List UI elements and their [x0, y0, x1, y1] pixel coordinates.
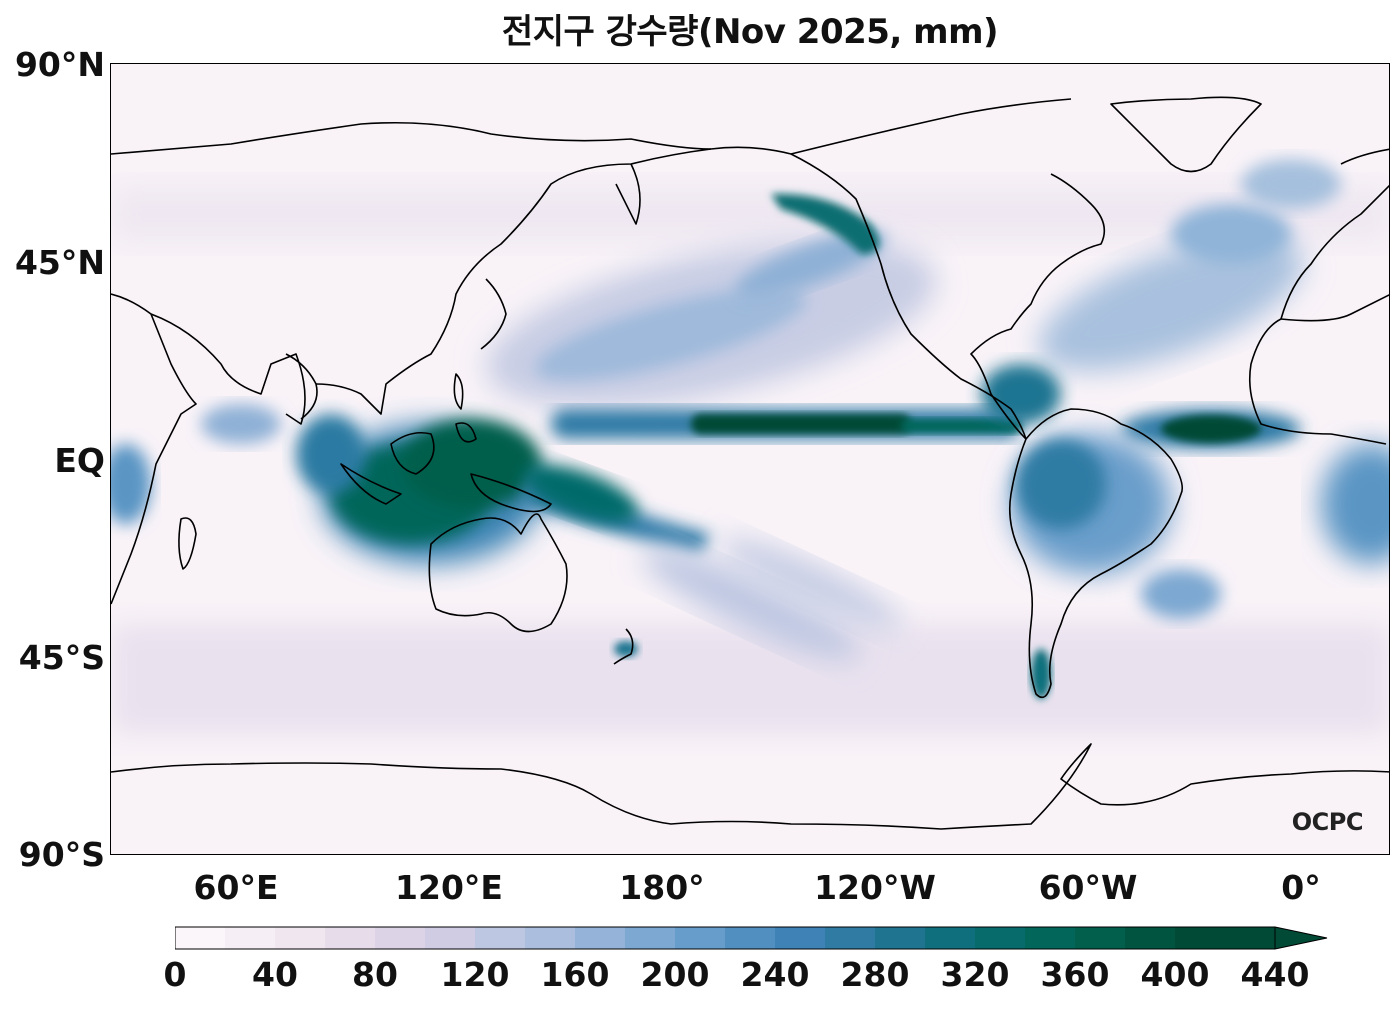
- colorbar-segment: [475, 927, 526, 949]
- colorbar-segment: [325, 927, 376, 949]
- colorbar-tick-label: 200: [640, 955, 710, 994]
- colorbar: [175, 926, 1328, 950]
- lon-label-60e: 60°E: [193, 868, 279, 907]
- ocpc-logo: OCPC: [1291, 808, 1364, 836]
- colorbar-segment: [1125, 927, 1176, 949]
- colorbar-segment: [1075, 927, 1126, 949]
- map-panel: OCPC: [110, 63, 1390, 855]
- lon-label-120w: 120°W: [814, 868, 936, 907]
- colorbar-tick-label: 240: [740, 955, 810, 994]
- colorbar-segment: [775, 927, 826, 949]
- colorbar-segment: [825, 927, 876, 949]
- colorbar-tick-label: 160: [540, 955, 610, 994]
- colorbar-tick-label: 440: [1240, 955, 1310, 994]
- colorbar-segment: [725, 927, 776, 949]
- colorbar-tick-label: 360: [1040, 955, 1110, 994]
- colorbar-segment: [175, 927, 226, 949]
- colorbar-tick-label: 320: [940, 955, 1010, 994]
- lat-label-45s: 45°S: [18, 638, 105, 677]
- precip-field: [111, 64, 1389, 854]
- colorbar-tick-label: 80: [352, 955, 398, 994]
- lat-label-90n: 90°N: [14, 45, 105, 84]
- colorbar-segment: [625, 927, 676, 949]
- colorbar-segment: [225, 927, 276, 949]
- colorbar-segment: [275, 927, 326, 949]
- colorbar-segment: [1225, 927, 1276, 949]
- colorbar-segment: [375, 927, 426, 949]
- precipitation-map: [111, 64, 1389, 854]
- coastlines: [111, 96, 1389, 830]
- colorbar-segment: [1025, 927, 1076, 949]
- colorbar-segment: [425, 927, 476, 949]
- lat-label-45n: 45°N: [14, 243, 105, 282]
- colorbar-segment: [525, 927, 576, 949]
- colorbar-extend-arrow: [1274, 926, 1328, 950]
- colorbar-segment: [875, 927, 926, 949]
- map-title: 전지구 강수량(Nov 2025, mm): [501, 12, 999, 52]
- lon-label-120e: 120°E: [395, 868, 503, 907]
- colorbar-tick-label: 280: [840, 955, 910, 994]
- lat-label-90s: 90°S: [18, 835, 105, 874]
- colorbar-segment: [925, 927, 976, 949]
- colorbar-segment: [1175, 927, 1226, 949]
- colorbar-segment: [675, 927, 726, 949]
- lat-label-eq: EQ: [54, 441, 105, 480]
- colorbar-segment: [575, 927, 626, 949]
- colorbar-tick-label: 40: [252, 955, 298, 994]
- colorbar-tick-label: 0: [163, 955, 187, 994]
- lon-label-180: 180°: [619, 868, 705, 907]
- colorbar-tick-label: 400: [1140, 955, 1210, 994]
- colorbar-segment: [975, 927, 1026, 949]
- colorbar-tick-label: 120: [440, 955, 510, 994]
- lon-label-60w: 60°W: [1038, 868, 1138, 907]
- lon-label-0: 0°: [1281, 868, 1321, 907]
